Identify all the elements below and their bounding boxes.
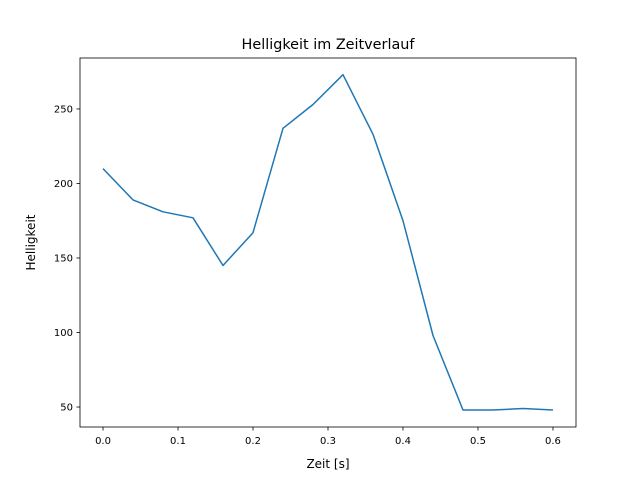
x-tick-label: 0.6 <box>545 436 561 447</box>
y-axis-ticks: 50 100 150 200 250 <box>54 105 80 414</box>
y-tick-label: 50 <box>60 403 73 414</box>
y-tick-label: 100 <box>54 328 73 339</box>
x-tick-label: 0.2 <box>245 436 261 447</box>
x-tick-label: 0.1 <box>170 436 186 447</box>
y-tick-label: 200 <box>54 179 73 190</box>
x-axis-ticks: 0.0 0.1 0.2 0.3 0.4 0.5 0.6 <box>95 427 561 447</box>
x-tick-label: 0.4 <box>395 436 411 447</box>
chart-title: Helligkeit im Zeitverlauf <box>242 37 416 53</box>
axes-frame <box>79 57 577 428</box>
x-tick-label: 0.3 <box>320 436 336 447</box>
plot-lines <box>102 73 554 411</box>
y-axis-label: Helligkeit <box>24 214 38 270</box>
x-tick-label: 0.5 <box>470 436 486 447</box>
y-tick-label: 250 <box>54 105 73 116</box>
series-line <box>102 73 554 411</box>
x-tick-label: 0.0 <box>95 436 111 447</box>
x-axis-label: Zeit [s] <box>306 457 349 471</box>
y-tick-label: 150 <box>54 254 73 265</box>
